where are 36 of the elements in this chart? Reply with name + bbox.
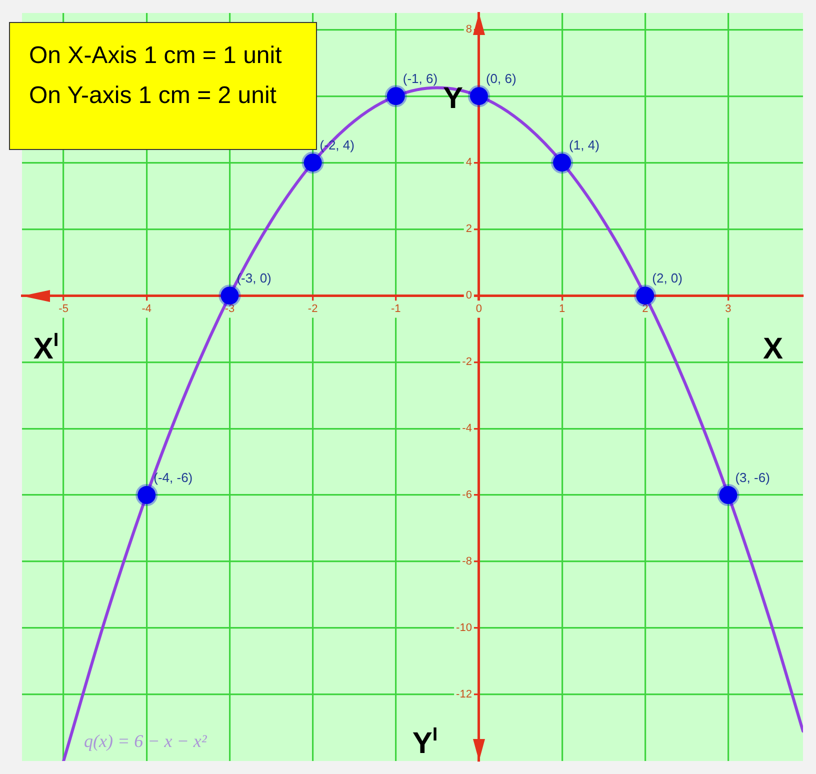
point: [136, 484, 158, 506]
data-label: (2, 0): [652, 270, 682, 286]
point: [468, 85, 490, 108]
point: [551, 152, 574, 174]
x-tick-label: -1: [390, 303, 401, 316]
x-axis-title: X: [762, 332, 784, 366]
x-tick-label: -5: [58, 303, 68, 316]
data-label: (-4, -6): [154, 470, 193, 486]
point: [384, 85, 407, 108]
y-tick-label: 2: [466, 223, 472, 236]
y-tick-label: -2: [462, 356, 472, 368]
y-tick-label: 4: [466, 156, 472, 169]
y-tick-label: 8: [466, 24, 472, 36]
series-label: q(x) = 6 − x − x²: [84, 731, 208, 751]
data-label: (0, 6): [486, 71, 516, 86]
data-label: (3, -6): [735, 470, 770, 486]
data-label: (-1, 6): [402, 71, 438, 86]
y-tick-label: -8: [462, 556, 472, 568]
point: [717, 484, 740, 506]
x-tick-label: 3: [725, 303, 732, 316]
x-tick-label: 1: [558, 303, 566, 316]
x-tick-label: 0: [476, 303, 482, 316]
y-tick-label: -12: [456, 688, 472, 701]
y-tick-label: -10: [456, 622, 472, 634]
x-tick-label: -3: [224, 303, 235, 316]
x-tick-label: 2: [642, 303, 648, 316]
y-tick-label: -4: [462, 422, 472, 435]
y-tick-label: 0: [466, 290, 472, 302]
point: [302, 152, 324, 174]
data-label: (1, 4): [569, 138, 600, 153]
note-box: On X-Axis 1 cm = 1 unit On Y-axis 1 cm = 2 unit: [9, 22, 317, 150]
annotation: On X-Axis 1 cm = 1 unit: [29, 41, 283, 71]
y-tick-label: -6: [462, 489, 472, 502]
annotation: On Y-axis 1 cm = 2 unit: [29, 81, 278, 111]
x-tick-label: -2: [308, 303, 318, 316]
x-tick-label: -4: [142, 303, 152, 316]
